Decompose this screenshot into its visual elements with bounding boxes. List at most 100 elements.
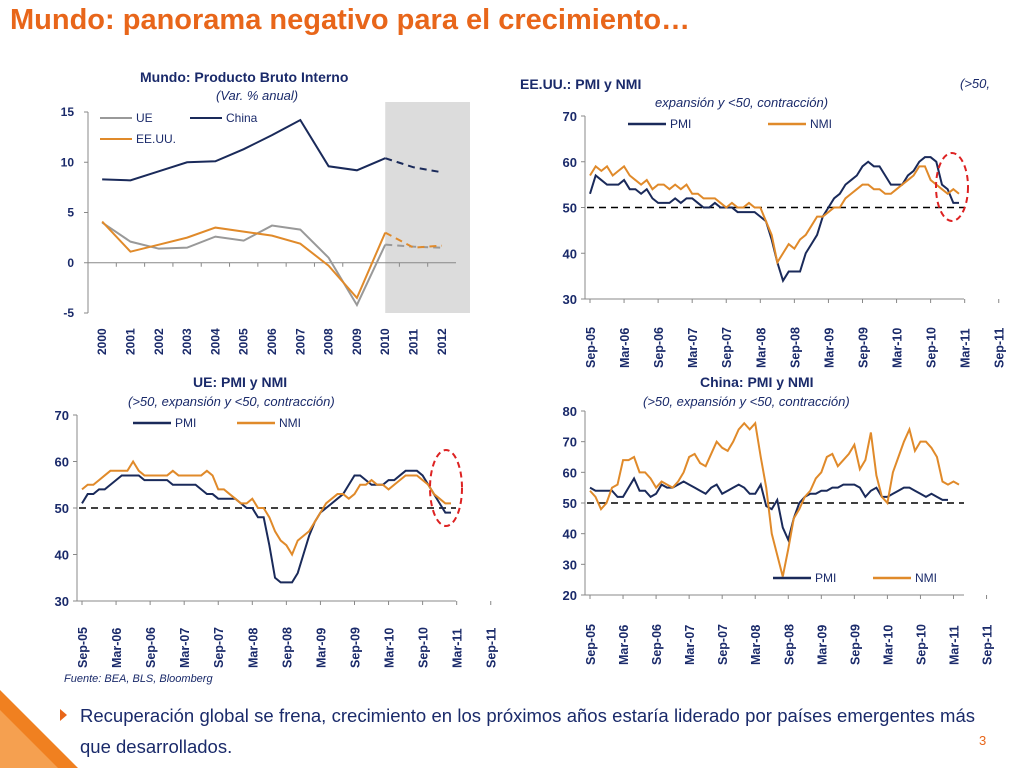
x-tick-label: Sep-07 bbox=[212, 627, 226, 668]
series-line-NMI bbox=[589, 164, 960, 266]
highlight-circle bbox=[935, 152, 969, 222]
series-line-EE.UU. bbox=[101, 220, 387, 300]
x-tick-label: Sep-10 bbox=[925, 327, 939, 368]
x-tick-label: 2008 bbox=[322, 328, 336, 355]
us-chart-title: EE.UU.: PMI y NMI bbox=[520, 76, 642, 92]
slide-title: Mundo: panorama negativo para el crecimi… bbox=[10, 4, 691, 36]
x-tick-label: 2007 bbox=[293, 328, 307, 355]
x-tick-label: Sep-08 bbox=[782, 624, 796, 665]
y-tick-label: 40 bbox=[563, 527, 577, 542]
eu-chart-title: UE: PMI y NMI bbox=[193, 374, 288, 390]
x-tick-label: Sep-08 bbox=[788, 327, 802, 368]
x-tick-label: 2003 bbox=[180, 328, 194, 355]
y-tick-label: 50 bbox=[563, 201, 577, 216]
x-tick-label: 2006 bbox=[265, 328, 279, 355]
x-tick-label: Mar-09 bbox=[822, 328, 836, 368]
y-tick-label: 40 bbox=[55, 548, 69, 563]
x-tick-label: Sep-07 bbox=[716, 624, 730, 665]
legend-label: UE bbox=[136, 111, 153, 125]
x-tick-label: 2012 bbox=[435, 328, 449, 355]
china-chart-title: China: PMI y NMI bbox=[700, 374, 814, 390]
series-line-PMI bbox=[589, 476, 948, 543]
gdp-chart-panel: Mundo: Producto Bruto Interno (Var. % an… bbox=[0, 0, 348, 103]
series-line-NMI bbox=[81, 459, 451, 557]
series-line-China bbox=[102, 118, 386, 182]
x-tick-label: Mar-11 bbox=[947, 625, 961, 665]
legend-label: EE.UU. bbox=[136, 132, 176, 146]
legend-label: NMI bbox=[810, 117, 832, 131]
x-tick-label: Sep-09 bbox=[856, 327, 870, 368]
y-tick-label: 60 bbox=[563, 155, 577, 170]
series-line-PMI bbox=[589, 156, 959, 284]
x-tick-label: Mar-10 bbox=[891, 328, 905, 368]
source-note: Fuente: BEA, BLS, Bloomberg bbox=[64, 673, 213, 685]
y-tick-label: 30 bbox=[563, 292, 577, 307]
x-tick-label: Mar-09 bbox=[314, 628, 328, 668]
legend-label: China bbox=[226, 111, 258, 125]
series-line-NMI bbox=[589, 421, 960, 577]
gdp-chart-title: Mundo: Producto Bruto Interno bbox=[140, 69, 349, 85]
y-tick-label: 10 bbox=[61, 155, 75, 169]
x-tick-label: 2000 bbox=[95, 328, 109, 355]
x-tick-label: Mar-08 bbox=[749, 625, 763, 665]
x-tick-label: 2002 bbox=[152, 328, 166, 355]
y-tick-label: 15 bbox=[61, 105, 75, 119]
series-forecast-UE bbox=[385, 243, 442, 249]
x-tick-label: Sep-10 bbox=[914, 624, 928, 665]
x-tick-label: Sep-11 bbox=[993, 328, 1007, 368]
x-tick-label: Mar-06 bbox=[110, 628, 124, 668]
y-tick-label: 0 bbox=[67, 256, 74, 270]
x-tick-label: Sep-11 bbox=[485, 628, 499, 668]
y-tick-label: 70 bbox=[55, 408, 69, 423]
x-tick-label: Mar-07 bbox=[686, 328, 700, 368]
x-tick-label: Sep-09 bbox=[848, 624, 862, 665]
x-tick-label: Sep-06 bbox=[652, 327, 666, 368]
x-tick-label: Sep-06 bbox=[650, 624, 664, 665]
legend-label: PMI bbox=[815, 571, 836, 585]
x-tick-label: Mar-07 bbox=[178, 628, 192, 668]
series-forecast-China bbox=[384, 157, 443, 174]
page-number: 3 bbox=[979, 733, 987, 748]
bullet-arrow-icon bbox=[60, 709, 67, 721]
x-tick-label: Mar-06 bbox=[617, 625, 631, 665]
x-tick-label: Sep-05 bbox=[584, 624, 598, 665]
series-forecast-EE.UU. bbox=[384, 231, 442, 249]
summary-text: Recuperación global se frena, crecimient… bbox=[80, 705, 975, 757]
x-tick-label: 2005 bbox=[237, 328, 251, 355]
gdp-chart-subtitle: (Var. % anual) bbox=[216, 88, 299, 103]
x-tick-label: Mar-06 bbox=[618, 328, 632, 368]
y-tick-label: 70 bbox=[563, 435, 577, 450]
eu-chart-subtitle: (>50, expansión y <50, contracción) bbox=[128, 394, 335, 409]
y-tick-label: 20 bbox=[563, 588, 577, 603]
x-tick-label: Sep-07 bbox=[720, 327, 734, 368]
us-chart-subtitle-part2: expansión y <50, contracción) bbox=[655, 95, 829, 110]
x-tick-label: Mar-08 bbox=[754, 328, 768, 368]
highlight-circle bbox=[429, 449, 463, 527]
x-tick-label: 2010 bbox=[378, 328, 392, 355]
series-line-PMI bbox=[81, 469, 451, 584]
y-tick-label: 60 bbox=[563, 465, 577, 480]
y-tick-label: 70 bbox=[563, 109, 577, 124]
x-tick-label: Sep-06 bbox=[144, 627, 158, 668]
summary-bullet: Recuperación global se frena, crecimient… bbox=[60, 700, 975, 762]
series-line-UE bbox=[101, 221, 387, 308]
x-tick-label: Mar-08 bbox=[246, 628, 260, 668]
x-tick-label: Sep-11 bbox=[981, 625, 995, 665]
x-tick-label: Mar-10 bbox=[383, 628, 397, 668]
y-tick-label: 80 bbox=[563, 404, 577, 419]
x-tick-label: Mar-11 bbox=[451, 628, 465, 668]
x-tick-label: 2001 bbox=[123, 328, 137, 355]
us-chart-subtitle-part1: (>50, bbox=[960, 76, 990, 91]
china-chart-subtitle: (>50, expansión y <50, contracción) bbox=[643, 394, 850, 409]
y-tick-label: 5 bbox=[67, 206, 74, 220]
y-tick-label: 40 bbox=[563, 246, 577, 261]
x-tick-label: Mar-09 bbox=[815, 625, 829, 665]
y-tick-label: 60 bbox=[55, 455, 69, 470]
x-tick-label: Mar-10 bbox=[881, 625, 895, 665]
y-tick-label: -5 bbox=[63, 306, 74, 320]
